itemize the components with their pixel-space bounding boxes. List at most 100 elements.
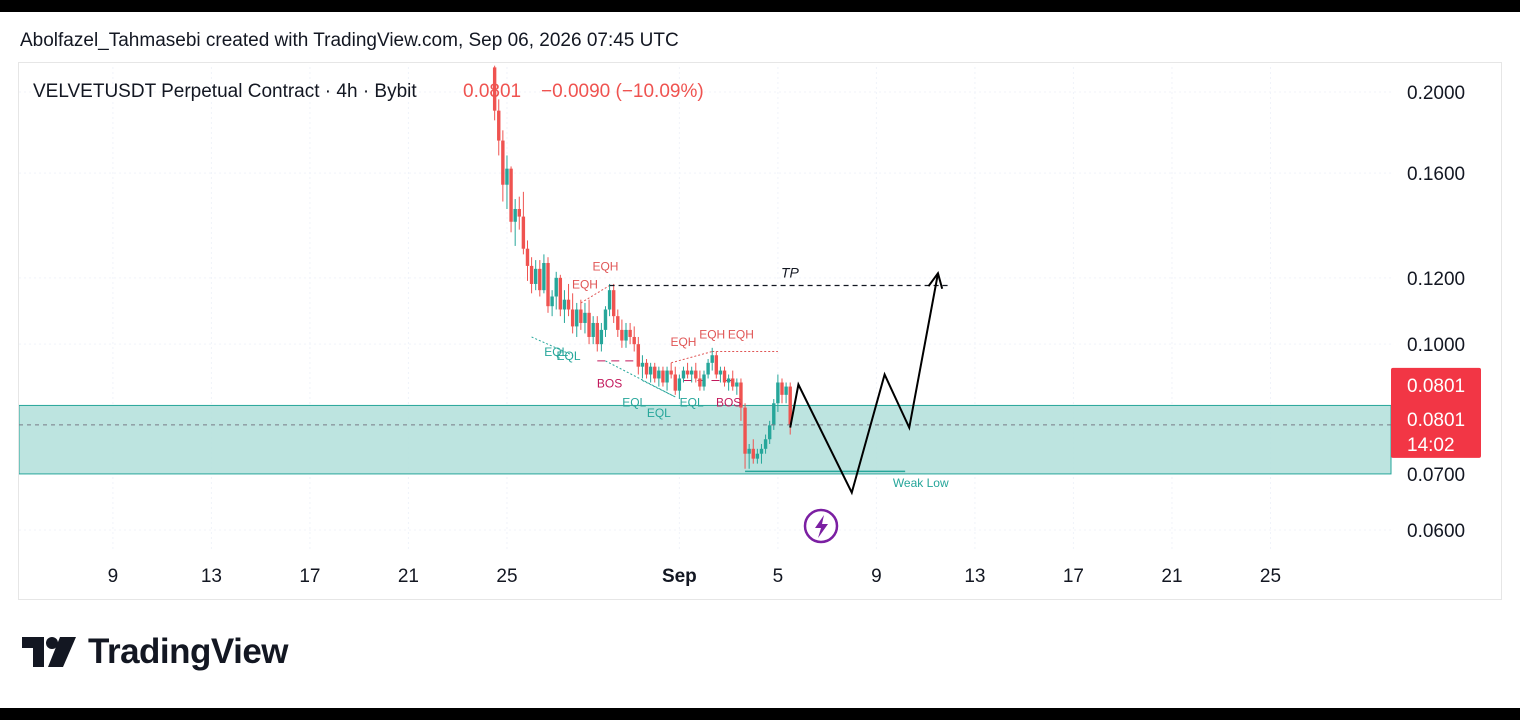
x-tick-label: 17: [299, 566, 320, 587]
eqh-label: EQH: [592, 259, 618, 273]
candle-body: [685, 370, 690, 375]
candle-body: [501, 140, 505, 185]
candle-body: [763, 439, 768, 449]
candle-body: [579, 309, 583, 323]
legend-price: 0.0801: [463, 81, 521, 102]
candle-body: [689, 370, 694, 375]
candle-body: [521, 216, 526, 249]
zone-layer: [19, 404, 1392, 475]
bos-label: BOS: [597, 376, 622, 390]
tradingview-logo[interactable]: TradingView: [22, 632, 289, 672]
x-tick-label: 25: [1260, 566, 1281, 587]
eql-label: EQL: [680, 395, 704, 409]
candle-body: [772, 403, 776, 426]
candle-body: [587, 312, 591, 337]
x-tick-label: 5: [773, 566, 784, 587]
candle-body: [583, 312, 587, 323]
chart-frame[interactable]: TP EQH EQH EQH EQH EQH EQL EQL BOS EQL EQL EQL BOS W…: [18, 62, 1502, 600]
x-tick-label: 21: [1161, 566, 1182, 587]
eqh-label: EQH: [572, 278, 598, 292]
eql-label: EQL: [544, 345, 568, 359]
candle-body: [624, 329, 628, 341]
eqh-label: EQH: [728, 328, 754, 342]
structure-lines-layer: [531, 285, 778, 398]
eqh-label: EQH: [670, 335, 696, 349]
candle-body: [731, 378, 735, 387]
candle-body: [657, 370, 661, 379]
projection-arrowhead: [927, 271, 944, 290]
price-tag: [1391, 367, 1481, 458]
x-tick-label: 13: [964, 566, 985, 587]
axes-layer: 0.2000 0.1600 0.1200 0.1000 0.0700 0.0600 9 13 1…: [108, 83, 1481, 587]
grid: [19, 67, 1391, 549]
candle-body: [562, 299, 567, 310]
candle-body: [698, 378, 702, 387]
levels-layer: TP: [19, 264, 1391, 473]
eqh-line: [671, 351, 713, 364]
y-tick-label: 0.2000: [1407, 83, 1465, 104]
candle-body: [739, 382, 743, 408]
eql-label: EQL: [647, 406, 671, 420]
y-tick-label: 0.1200: [1407, 269, 1465, 290]
candle-body: [780, 382, 784, 395]
candle-body: [513, 208, 517, 222]
candle-body: [517, 208, 521, 217]
candle-body: [620, 329, 624, 341]
candle-body: [653, 366, 657, 379]
candle-body: [505, 168, 509, 185]
legend: VELVETUSDT Perpetual Contract · 4h · Byb…: [33, 81, 704, 102]
y-tick-label: 0.0700: [1407, 465, 1465, 486]
candle-body: [784, 386, 788, 395]
candle-body: [755, 453, 760, 459]
candle-body: [509, 168, 513, 222]
candle-body: [595, 322, 599, 345]
tv-logo-icon: [22, 637, 76, 667]
y-tick-label: 0.0600: [1407, 521, 1465, 542]
candle-body: [681, 370, 686, 379]
candle-body: [743, 407, 747, 454]
candle-body: [529, 265, 534, 284]
candle-body: [661, 370, 665, 383]
candle-body: [726, 378, 731, 383]
candle-body: [702, 374, 706, 387]
candle-body: [599, 329, 604, 345]
candle-body: [616, 316, 620, 330]
candle-body: [694, 370, 698, 379]
candle-body: [542, 262, 546, 291]
candle-body: [546, 262, 550, 307]
tp-label: TP: [781, 264, 800, 280]
eqh-label: EQH: [699, 328, 725, 342]
x-tick-label: 17: [1063, 566, 1084, 587]
x-tick-label: 21: [398, 566, 419, 587]
candle-body: [632, 336, 636, 345]
candles-layer: [492, 65, 792, 469]
candle-body: [611, 290, 616, 317]
legend-symbol: VELVETUSDT Perpetual Contract · 4h · Byb…: [33, 81, 417, 102]
y-tick-label: 0.1000: [1407, 335, 1465, 356]
x-tick-label: Sep: [662, 566, 697, 587]
candle-body: [603, 309, 608, 330]
lightning-icon[interactable]: [803, 508, 839, 544]
x-tick-label: 9: [871, 566, 882, 587]
candle-body: [718, 370, 723, 375]
candle-body: [575, 309, 579, 327]
candle-body: [677, 378, 682, 391]
candle-body: [554, 277, 558, 297]
y-tick-label: 0.1600: [1407, 164, 1465, 185]
candle-body: [747, 448, 751, 454]
candle-body: [607, 290, 612, 310]
candle-body: [669, 370, 673, 375]
candle-body: [776, 382, 780, 404]
price-tag-countdown: 14:02: [1407, 435, 1455, 456]
candle-body: [767, 425, 772, 440]
candle-body: [525, 248, 530, 266]
candle-body: [759, 448, 764, 454]
candle-body: [550, 296, 554, 307]
candle-body: [751, 448, 755, 459]
x-tick-label: 13: [201, 566, 222, 587]
candle-body: [538, 268, 542, 291]
eql-label: EQL: [622, 395, 646, 409]
price-tag-value: 0.0801: [1407, 410, 1465, 431]
